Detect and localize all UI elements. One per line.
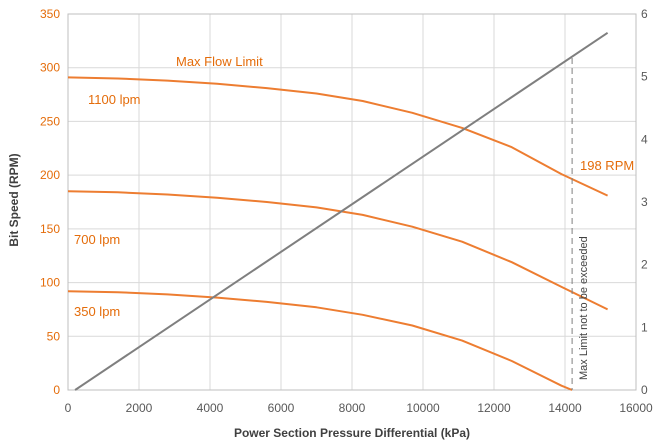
- legend-label-350-lpm: 350 lpm: [74, 304, 120, 319]
- y-tick-label: 50: [47, 329, 61, 343]
- plot-area-border: [67, 13, 637, 391]
- x-tick-label: 14000: [548, 401, 582, 415]
- series-line-torque: [74, 31, 609, 391]
- legend-label-700-lpm: 700 lpm: [74, 232, 120, 247]
- series-line-700-lpm: [67, 190, 609, 311]
- series-line-350-lpm: [67, 290, 573, 391]
- y2-tick-label: 1: [641, 320, 648, 334]
- x-tick-label: 16000: [619, 401, 653, 415]
- x-tick-label: 0: [65, 401, 72, 415]
- y-tick-label: 150: [40, 222, 60, 236]
- y2-tick-label: 2: [641, 258, 648, 272]
- y-axis-title: Bit Speed (RPM): [7, 153, 21, 246]
- y-tick-label: 200: [40, 168, 60, 182]
- label-max-limit-note: Max Limit not to be exceeded: [578, 236, 590, 380]
- y-tick-label: 100: [40, 276, 60, 290]
- x-tick-label: 2000: [126, 401, 153, 415]
- y-tick-label: 300: [40, 61, 60, 75]
- y-tick-label: 0: [53, 383, 60, 397]
- y2-tick-label: 0: [641, 383, 648, 397]
- x-axis-title: Power Section Pressure Differential (kPa…: [234, 426, 470, 440]
- label-max-flow-limit: Max Flow Limit: [176, 54, 263, 69]
- series-line-1100-lpm: [67, 76, 609, 197]
- gridlines: [67, 13, 637, 391]
- x-tick-label: 6000: [268, 401, 295, 415]
- series-lines: [67, 31, 609, 391]
- x-tick-label: 10000: [406, 401, 440, 415]
- y2-tick-label: 3: [641, 195, 648, 209]
- legend-label-1100-lpm: 1100 lpm: [88, 92, 141, 107]
- y2-tick-label: 4: [641, 132, 648, 146]
- y-tick-label: 350: [40, 7, 60, 21]
- y2-tick-label: 6: [641, 7, 648, 21]
- axes: [67, 13, 637, 391]
- y2-tick-label: 5: [641, 70, 648, 84]
- label-198-rpm: 198 RPM: [580, 158, 634, 173]
- x-tick-label: 8000: [339, 401, 366, 415]
- x-tick-label: 12000: [477, 401, 511, 415]
- x-tick-label: 4000: [197, 401, 224, 415]
- y-tick-label: 250: [40, 114, 60, 128]
